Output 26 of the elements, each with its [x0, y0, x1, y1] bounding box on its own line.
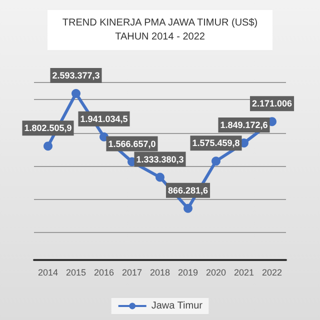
x-tick-label: 2018	[150, 268, 170, 278]
x-tick-label: 2017	[122, 268, 142, 278]
x-tick-label: 2021	[234, 268, 254, 278]
x-tick-label: 2014	[38, 268, 58, 278]
legend-label: Jawa Timur	[151, 300, 204, 312]
data-label: 1.941.034,5	[80, 114, 128, 124]
chart-title: TREND KINERJA PMA JAWA TIMUR (US$)	[62, 18, 258, 28]
x-tick-label: 2015	[66, 268, 86, 278]
x-tick-label: 2022	[262, 268, 282, 278]
chart-subtitle: TAHUN 2014 - 2022	[115, 32, 206, 42]
point	[184, 204, 192, 213]
point	[156, 172, 164, 182]
x-tick-label: 2020	[206, 268, 226, 278]
point	[72, 88, 80, 98]
data-label: 2.171.006	[252, 98, 292, 109]
x-tick-label: 2019	[178, 268, 198, 278]
data-label: 1.802.505,9	[24, 123, 72, 134]
data-label: 1.575.459,8	[192, 138, 240, 148]
data-label: 1.566.657,0	[108, 138, 156, 149]
data-label: 1.333.380,3	[136, 154, 184, 164]
data-label: 866.281,6	[168, 185, 208, 196]
point	[212, 156, 220, 166]
data-label: 1.849.172,6	[220, 120, 268, 130]
point	[44, 142, 52, 151]
data-label: 2.593.377,3	[52, 70, 100, 80]
x-tick-label: 2016	[94, 268, 114, 278]
